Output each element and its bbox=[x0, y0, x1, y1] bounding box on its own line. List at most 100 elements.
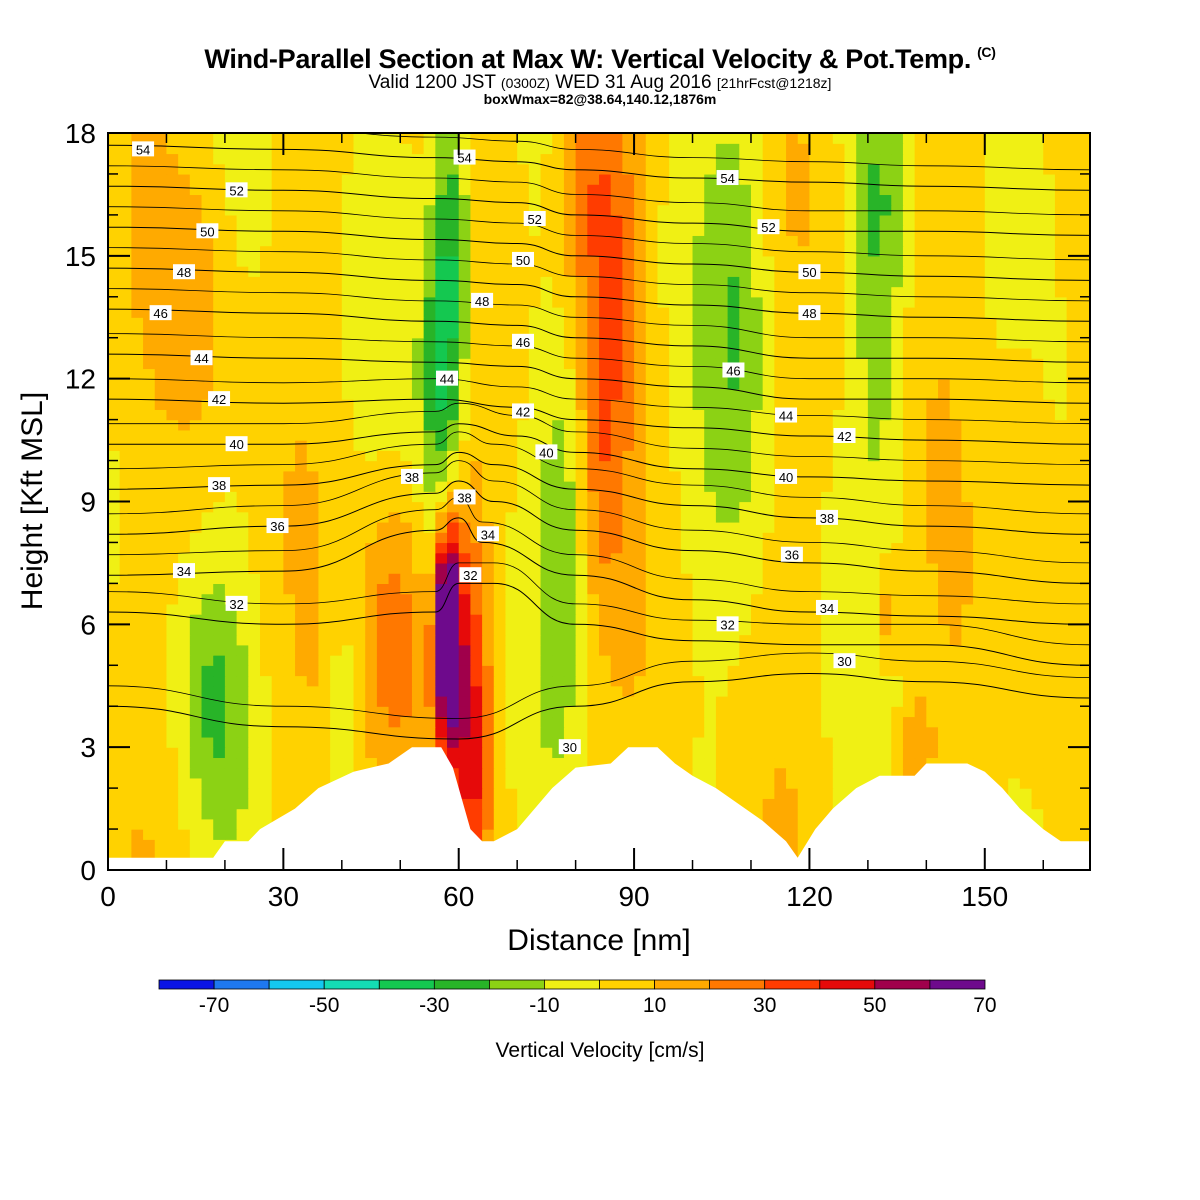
w-cell bbox=[330, 603, 343, 615]
w-cell bbox=[1019, 286, 1033, 298]
w-cell bbox=[563, 266, 577, 277]
w-cell bbox=[832, 695, 846, 707]
w-cell bbox=[669, 491, 682, 503]
w-cell bbox=[353, 521, 366, 533]
w-cell bbox=[797, 798, 811, 810]
w-cell bbox=[295, 573, 308, 584]
w-cell bbox=[365, 511, 378, 523]
w-cell bbox=[867, 368, 881, 380]
w-cell bbox=[1043, 665, 1056, 677]
w-cell bbox=[236, 532, 249, 544]
w-cell bbox=[786, 788, 799, 799]
w-cell bbox=[996, 521, 1009, 533]
w-cell bbox=[996, 399, 1009, 410]
w-cell bbox=[891, 603, 904, 615]
w-cell bbox=[1054, 624, 1068, 636]
w-cell bbox=[388, 266, 401, 277]
w-cell bbox=[131, 665, 144, 677]
w-cell bbox=[938, 378, 951, 390]
w-cell bbox=[411, 552, 425, 564]
w-cell bbox=[891, 429, 904, 441]
w-cell bbox=[879, 593, 892, 605]
w-cell bbox=[1054, 695, 1068, 707]
w-cell bbox=[1054, 460, 1068, 472]
w-cell bbox=[131, 593, 144, 605]
w-cell bbox=[283, 450, 296, 462]
w-cell bbox=[306, 307, 320, 318]
w-cell bbox=[867, 593, 881, 605]
w-cell bbox=[1008, 481, 1021, 492]
w-cell bbox=[458, 603, 471, 615]
w-cell bbox=[622, 573, 635, 584]
w-cell bbox=[762, 419, 775, 431]
w-cell bbox=[119, 614, 132, 625]
w-cell bbox=[540, 327, 553, 339]
w-cell bbox=[552, 562, 565, 574]
w-cell bbox=[844, 460, 857, 472]
w-cell bbox=[715, 266, 729, 277]
w-cell bbox=[1066, 726, 1079, 738]
w-cell bbox=[938, 562, 951, 574]
w-cell bbox=[119, 347, 132, 359]
w-cell bbox=[961, 337, 974, 349]
w-cell bbox=[867, 327, 881, 339]
w-cell bbox=[750, 511, 764, 523]
w-cell bbox=[540, 429, 553, 441]
w-cell bbox=[540, 388, 553, 400]
w-cell bbox=[1078, 644, 1090, 656]
w-cell bbox=[143, 818, 156, 830]
w-cell bbox=[984, 481, 998, 492]
w-cell bbox=[657, 532, 670, 544]
w-cell bbox=[271, 552, 284, 564]
w-cell bbox=[119, 839, 132, 851]
w-cell bbox=[692, 429, 705, 441]
w-cell bbox=[224, 685, 238, 697]
w-cell bbox=[108, 368, 121, 380]
w-cell bbox=[447, 399, 460, 410]
w-cell bbox=[704, 521, 717, 533]
w-cell bbox=[1066, 573, 1079, 584]
w-cell bbox=[809, 603, 822, 615]
w-cell bbox=[891, 736, 904, 748]
w-cell bbox=[108, 358, 121, 370]
w-cell bbox=[938, 675, 951, 687]
w-cell bbox=[388, 255, 401, 267]
w-cell bbox=[178, 358, 191, 370]
w-cell bbox=[610, 614, 623, 625]
w-cell bbox=[750, 716, 764, 728]
w-cell bbox=[762, 378, 775, 390]
w-cell bbox=[680, 747, 694, 759]
w-cell bbox=[750, 409, 764, 421]
w-cell bbox=[973, 573, 986, 584]
w-cell bbox=[201, 378, 214, 390]
w-cell bbox=[166, 429, 179, 441]
w-cell bbox=[949, 317, 962, 329]
w-cell bbox=[973, 286, 986, 298]
w-cell bbox=[867, 542, 881, 554]
w-cell bbox=[388, 481, 401, 492]
w-cell bbox=[739, 695, 752, 707]
w-cell bbox=[119, 307, 132, 318]
w-cell bbox=[809, 665, 822, 677]
w-cell bbox=[178, 695, 191, 707]
w-cell bbox=[634, 614, 647, 625]
w-cell bbox=[739, 675, 752, 687]
w-cell bbox=[295, 358, 308, 370]
w-cell bbox=[353, 501, 366, 513]
w-cell bbox=[984, 511, 998, 523]
w-cell bbox=[540, 665, 553, 677]
w-cell bbox=[108, 286, 121, 298]
w-cell bbox=[154, 266, 168, 277]
w-cell bbox=[563, 706, 577, 718]
w-cell bbox=[797, 644, 811, 656]
w-cell bbox=[330, 266, 343, 277]
w-cell bbox=[482, 286, 495, 298]
w-cell bbox=[119, 388, 132, 400]
w-cell bbox=[528, 583, 542, 595]
w-cell bbox=[715, 368, 729, 380]
w-cell bbox=[505, 450, 518, 462]
w-cell bbox=[447, 726, 460, 738]
w-cell bbox=[809, 470, 822, 482]
w-cell bbox=[926, 337, 939, 349]
w-cell bbox=[879, 726, 892, 738]
